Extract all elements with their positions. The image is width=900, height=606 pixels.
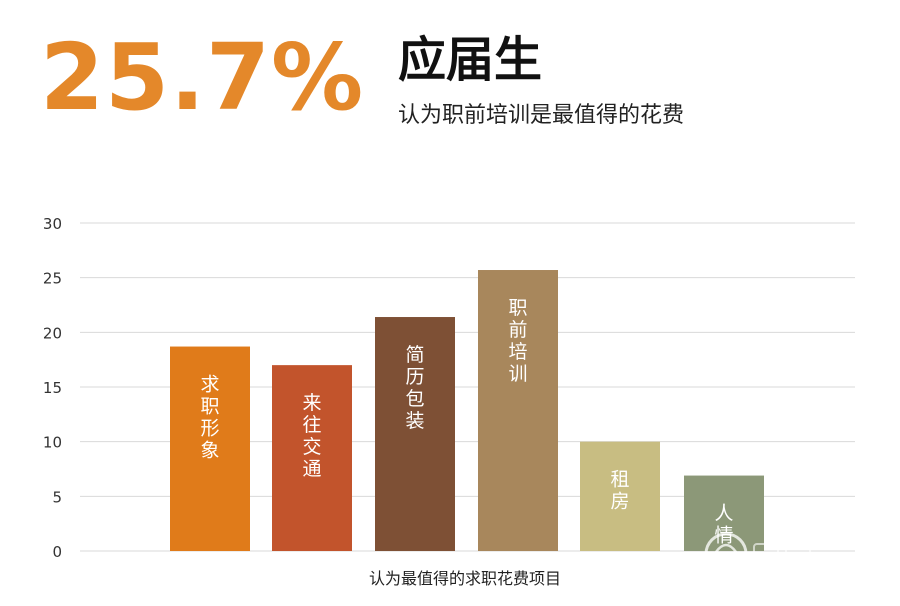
- bar-category-label-char: 象: [200, 440, 219, 462]
- bar: [478, 270, 558, 551]
- bar-category-label-char: 来: [302, 392, 321, 414]
- watermark-logo: [704, 532, 811, 576]
- bar-category-label-char: 职: [508, 297, 527, 319]
- bar-category-label-char: 前: [508, 319, 527, 341]
- bar: [272, 365, 352, 551]
- headline-subtitle: 认为职前培训是最值得的花费: [398, 103, 685, 128]
- bar-category-label-char: 租: [610, 469, 629, 491]
- bar-category-label-char: 包: [405, 388, 424, 410]
- bar: [580, 441, 660, 551]
- bar-category-label-char: 职: [200, 396, 219, 418]
- bar: [684, 475, 764, 551]
- bar-category-label-char: 人: [714, 503, 733, 525]
- y-tick-label: 10: [43, 434, 62, 452]
- y-tick-label: 5: [52, 488, 62, 506]
- bar: [170, 346, 250, 551]
- y-tick-label: 25: [43, 270, 62, 288]
- bar-category-label-char: 求: [200, 374, 219, 396]
- x-axis-label: 认为最值得的求职花费项目: [369, 569, 561, 588]
- y-tick-label: 0: [52, 543, 62, 561]
- bar-category-label-char: 装: [405, 410, 424, 432]
- bar-category-label-char: 交: [302, 436, 321, 458]
- y-tick-label: 20: [43, 324, 62, 342]
- highlight-percentage: 25.7%: [40, 24, 365, 131]
- bar-category-label-char: 形: [200, 418, 219, 440]
- bar-category-label-char: 简: [405, 344, 424, 366]
- headline-title: 应届生: [398, 32, 543, 88]
- y-tick-label: 15: [43, 379, 62, 397]
- bar-category-label-char: 通: [302, 458, 321, 480]
- bar-category-label-char: 房: [610, 491, 629, 513]
- bar-category-label-char: 历: [405, 366, 424, 388]
- bar-category-label-char: 往: [302, 414, 321, 436]
- y-tick-label: 30: [43, 215, 62, 233]
- bar-category-label-char: 培: [508, 341, 527, 363]
- bar: [375, 317, 455, 551]
- bar-category-label-char: 训: [508, 363, 527, 385]
